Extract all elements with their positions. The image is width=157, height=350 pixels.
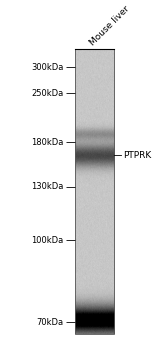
Bar <box>75 49 114 334</box>
Text: 130kDa: 130kDa <box>31 182 63 191</box>
Text: 300kDa: 300kDa <box>31 63 63 72</box>
Text: 250kDa: 250kDa <box>31 89 63 98</box>
Text: Mouse liver: Mouse liver <box>89 4 132 48</box>
Text: 180kDa: 180kDa <box>31 138 63 147</box>
Text: 100kDa: 100kDa <box>31 236 63 245</box>
Text: PTPRK: PTPRK <box>124 151 152 160</box>
Text: 70kDa: 70kDa <box>36 318 63 327</box>
